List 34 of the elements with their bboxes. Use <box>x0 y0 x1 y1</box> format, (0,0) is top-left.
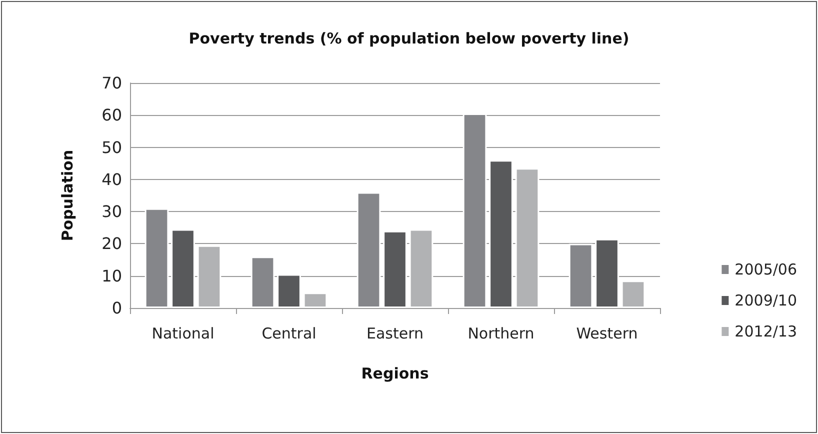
bar <box>383 230 407 308</box>
y-tick-label: 40 <box>102 170 122 189</box>
bar <box>489 160 513 308</box>
bar <box>409 229 434 308</box>
bar <box>250 256 275 308</box>
chart-title: Poverty trends (% of population below poverty line) <box>188 30 630 48</box>
bar <box>568 244 593 308</box>
bar <box>303 292 328 308</box>
bar <box>621 280 646 308</box>
legend-label: 2009/10 <box>734 292 798 310</box>
bar <box>595 238 619 308</box>
y-tick-label: 10 <box>102 266 122 286</box>
y-axis-title: Population <box>58 150 76 242</box>
bar <box>197 245 222 308</box>
x-axis-title: Regions <box>361 364 429 382</box>
y-tick-label: 20 <box>102 234 122 254</box>
x-tick-label: Western <box>576 324 638 342</box>
bar <box>277 274 301 308</box>
x-tick-label: Central <box>262 324 316 342</box>
y-tick-label: 50 <box>102 138 122 157</box>
x-tick-label: National <box>152 324 214 342</box>
x-tick-label: Northern <box>468 324 534 342</box>
legend-label: 2012/13 <box>734 322 798 340</box>
y-tick-label: 60 <box>102 106 122 125</box>
bar <box>171 229 195 308</box>
bar <box>515 168 540 308</box>
legend-label: 2005/06 <box>734 260 798 278</box>
y-tick-label: 70 <box>102 74 122 92</box>
y-tick-label: 0 <box>112 298 122 318</box>
x-tick-label: Eastern <box>366 324 424 342</box>
y-tick-label: 30 <box>102 202 122 222</box>
bar <box>462 114 487 308</box>
bar <box>144 208 169 308</box>
bar <box>356 192 381 308</box>
